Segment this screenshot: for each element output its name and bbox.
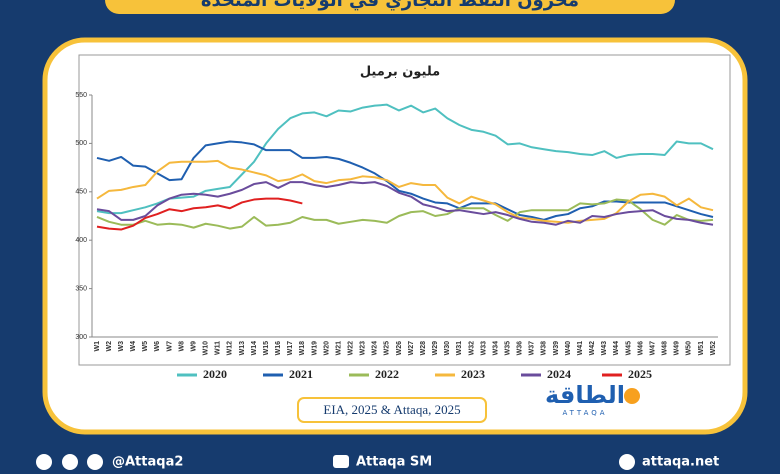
x-tick-label: W52	[710, 341, 717, 356]
x-tick-label: W6	[154, 341, 161, 352]
logo-latin: ATTAQA	[562, 409, 607, 417]
x-tick-label: W45	[625, 341, 632, 356]
x-tick-label: W15	[263, 341, 270, 356]
icon-youtube[interactable]	[333, 455, 349, 468]
x-tick-label: W16	[275, 341, 282, 356]
x-tick-label: W50	[686, 341, 693, 356]
x-tick-label: W29	[432, 341, 439, 356]
legend-label: 2021	[289, 367, 313, 381]
logo-arabic: الطاقة	[545, 381, 625, 409]
x-tick-label: W42	[589, 341, 596, 356]
x-tick-label: W34	[492, 341, 499, 356]
x-tick-label: W35	[505, 341, 512, 356]
x-tick-label: W26	[396, 341, 403, 356]
x-tick-label: W36	[517, 341, 524, 356]
x-tick-label: W7	[166, 341, 173, 352]
y-tick-label: 400	[75, 237, 87, 244]
legend-label: 2024	[547, 367, 571, 381]
series-line	[96, 181, 714, 226]
x-tick-label: W21	[335, 341, 342, 356]
source-box	[297, 397, 487, 423]
x-tick-label: W12	[227, 341, 234, 356]
x-tick-label: W14	[251, 341, 258, 356]
x-tick-label: W32	[468, 341, 475, 356]
x-tick-label: W46	[637, 341, 644, 356]
x-tick-label: W17	[287, 341, 294, 356]
x-tick-label: W4	[130, 341, 137, 352]
series-line	[96, 198, 714, 230]
legend-label: 2023	[461, 367, 485, 381]
x-tick-label: W25	[384, 341, 391, 356]
x-tick-label: W43	[601, 341, 608, 356]
x-tick-label: W3	[118, 341, 125, 352]
source: EIA, 2025 & Attaqa, 2025	[323, 402, 460, 417]
x-tick-label: W31	[456, 341, 463, 356]
title-banner	[105, 0, 675, 14]
x-tick-label: W2	[106, 341, 113, 352]
x-tick-label: W24	[372, 341, 379, 356]
plot: 300 350 400 450 500 550 W1 W2 W3 W4 W5 W6 W7 W8 W9 W10 W…	[75, 92, 718, 381]
x-tick-label: W19	[311, 341, 318, 356]
footer-sm[interactable]: Attaqa SM	[356, 455, 432, 470]
x-tick-label: W44	[613, 341, 620, 356]
x-tick-label: W48	[662, 341, 669, 356]
icon-web[interactable]	[619, 454, 635, 470]
x-tick-label: W51	[698, 341, 705, 356]
y-tick-label: 350	[75, 285, 87, 292]
title: مخزون النفط التجاري في الولايات المتحدة	[201, 0, 579, 11]
x-tick-label: W18	[299, 341, 306, 356]
footer-social[interactable]: @Attaqa2	[112, 455, 183, 470]
x-tick-label: W1	[94, 341, 101, 352]
icon-instagram[interactable]	[62, 454, 78, 470]
x-tick-label: W22	[347, 341, 354, 356]
y-tick-label: 550	[75, 92, 87, 99]
icon-facebook[interactable]	[87, 454, 103, 470]
x-tick-label: W28	[420, 341, 427, 356]
x-tick-label: W13	[239, 341, 246, 356]
legend-label: 2020	[203, 367, 227, 381]
x-tick-label: W23	[360, 341, 367, 356]
x-tick-label: W41	[577, 341, 584, 356]
x-tick-label: W20	[323, 341, 330, 356]
x-tick-label: W8	[178, 341, 185, 352]
x-tick-label: W33	[480, 341, 487, 356]
legend-label: 2022	[375, 367, 399, 381]
x-tick-label: W9	[190, 341, 197, 352]
icon-x[interactable]	[36, 454, 52, 470]
chart-subtitle: مليون برميل	[360, 65, 440, 80]
chart-frame	[78, 54, 731, 366]
footer-site[interactable]: attaqa.net	[642, 455, 719, 470]
x-tick-label: W40	[565, 341, 572, 356]
x-tick-label: W39	[553, 341, 560, 356]
x-tick-label: W30	[444, 341, 451, 356]
y-tick-label: 300	[75, 334, 87, 341]
logo-drop	[624, 388, 640, 404]
x-tick-label: W5	[142, 341, 149, 352]
x-tick-label: W11	[215, 341, 222, 355]
y-tick-label: 450	[75, 189, 87, 196]
x-tick-label: W49	[674, 341, 681, 356]
x-tick-label: W47	[649, 341, 656, 356]
y-tick-label: 500	[75, 140, 87, 147]
x-tick-label: W27	[408, 341, 415, 356]
x-tick-label: W10	[203, 341, 210, 356]
x-tick-label: W37	[529, 341, 536, 356]
series-line	[96, 197, 303, 231]
legend-label: 2025	[628, 367, 652, 381]
x-tick-label: W38	[541, 341, 548, 356]
